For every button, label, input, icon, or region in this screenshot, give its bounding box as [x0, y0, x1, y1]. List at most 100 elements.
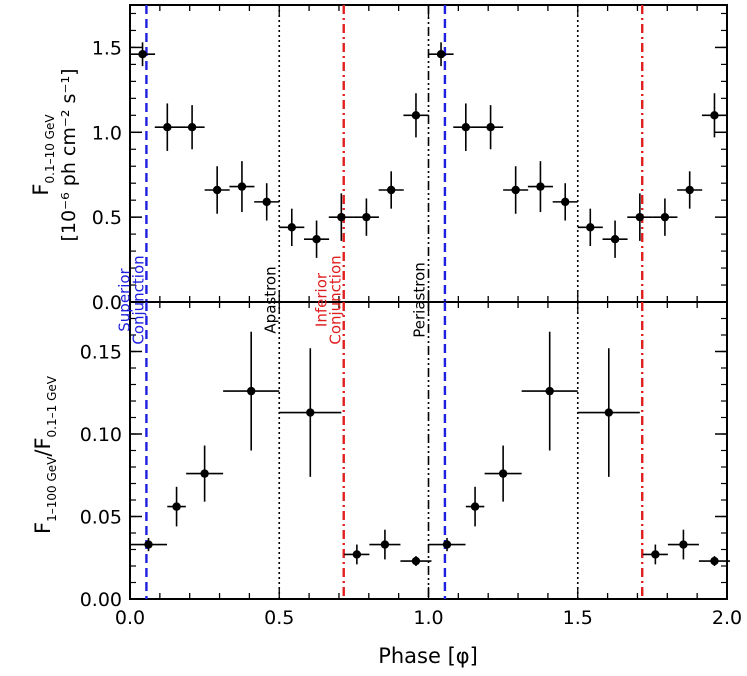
x-tick-label: 1.0 [413, 607, 443, 629]
bottom-ylabel-sub2: 0.1–1 GeV [45, 375, 59, 437]
data-marker [436, 50, 446, 59]
top-data-point-13 [453, 103, 479, 151]
data-marker [604, 408, 613, 417]
data-marker [362, 212, 371, 222]
data-marker [586, 223, 595, 232]
svg-text:F1–100 GeV/F0.1–1 GeV: F1–100 GeV/F0.1–1 GeV [31, 375, 59, 534]
bot-data-point-6 [369, 529, 401, 560]
top-data-point-20 [627, 193, 653, 241]
top-ytick-label: 1.5 [92, 37, 122, 59]
bot-ytick-label: 0.10 [80, 424, 122, 446]
data-marker [352, 550, 362, 559]
data-marker [187, 122, 197, 132]
data-marker [138, 50, 147, 59]
bot-data-point-9 [465, 486, 485, 527]
bot-ytick-label: 0.15 [80, 342, 122, 364]
top-data-point-7 [304, 220, 330, 258]
bot-data-point-13 [642, 544, 668, 565]
bot-ytick-label: 0.00 [80, 589, 122, 611]
data-marker [246, 386, 256, 396]
svg-text:F0.1–10 GeV: F0.1–10 GeV [29, 114, 57, 196]
data-marker [337, 212, 346, 222]
bottom-ylabel-sub1: 1–100 GeV [45, 456, 59, 522]
top-data-point-14 [478, 105, 504, 150]
bottom-panel: 0.00 0.05 0.10 0.15 0.0 0.5 1.0 1.5 2.0 [80, 301, 742, 629]
top-data-point-23 [701, 93, 727, 138]
bottom-y-ticks: 0.00 0.05 0.10 0.15 [80, 317, 727, 611]
top-y-axis-unit-label: [10⁻⁶ ph cm⁻² s⁻¹] [58, 68, 80, 241]
data-marker [262, 197, 271, 207]
top-data-point-1 [154, 103, 180, 151]
data-marker [386, 185, 396, 195]
bot-data-point-3 [223, 331, 280, 451]
data-marker [660, 212, 670, 222]
vline-label-0-line-1: Conjunction [129, 255, 147, 344]
data-marker [536, 182, 545, 191]
bot-data-point-0 [130, 537, 168, 552]
x-tick-label: 2.0 [712, 607, 742, 629]
top-ytick-label: 0.5 [92, 207, 122, 229]
top-ylabel-main: F [29, 183, 53, 195]
vline-label-6-line-0: Periastron [411, 262, 429, 337]
bot-data-point-1 [167, 486, 186, 527]
data-marker [679, 540, 688, 549]
top-data-point-18 [577, 208, 603, 246]
data-marker [411, 111, 421, 120]
bot-data-point-15 [698, 556, 730, 566]
vline-label-4-line-0: Inferior [313, 272, 331, 327]
data-marker [306, 408, 315, 417]
bot-data-point-14 [667, 529, 699, 560]
bottom-data-points [130, 331, 730, 566]
data-marker [172, 502, 181, 511]
data-marker [237, 182, 247, 191]
data-marker [635, 212, 645, 222]
bot-data-point-12 [577, 348, 640, 477]
x-tick-label: 0.5 [264, 607, 294, 629]
data-marker [710, 556, 719, 566]
top-data-point-4 [229, 161, 255, 213]
data-marker [442, 540, 452, 549]
top-data-point-0 [130, 42, 156, 67]
top-data-point-3 [204, 166, 230, 214]
bot-data-point-4 [279, 348, 342, 477]
data-marker [144, 540, 153, 549]
bottom-x-ticks: 0.0 0.5 1.0 1.5 2.0 [115, 302, 742, 629]
bot-data-point-5 [344, 544, 370, 565]
top-ytick-label: 1.0 [92, 122, 122, 144]
top-data-point-6 [279, 208, 305, 246]
bottom-ylabel-slash: /F [31, 437, 55, 456]
top-ylabel-sub: 0.1–10 GeV [43, 114, 57, 184]
data-marker [498, 469, 508, 478]
data-marker [380, 540, 390, 549]
x-tick-label: 0.0 [115, 607, 145, 629]
top-data-point-16 [527, 161, 553, 213]
top-data-point-2 [179, 105, 205, 150]
data-marker [470, 502, 480, 511]
top-y-ticks: 0.0 0.5 1.0 1.5 [92, 12, 727, 314]
bottom-y-axis-label: F1–100 GeV/F0.1–1 GeV [31, 375, 59, 534]
data-marker [411, 556, 421, 566]
data-marker [511, 185, 520, 195]
top-ylabel-units: [10⁻⁶ ph cm⁻² s⁻¹] [58, 68, 80, 241]
x-axis-label: Phase [φ] [378, 644, 478, 668]
top-data-point-5 [254, 183, 280, 221]
data-marker [461, 122, 471, 132]
top-x-ticks [129, 5, 728, 302]
top-data-point-8 [328, 193, 354, 241]
top-ytick-label: 0.0 [92, 292, 122, 314]
data-marker [200, 469, 209, 478]
top-data-point-22 [677, 171, 703, 209]
bot-data-point-10 [484, 445, 522, 502]
bottom-vertical-lines [145, 302, 644, 599]
data-marker [163, 122, 172, 132]
bot-data-point-11 [521, 331, 578, 451]
top-data-point-11 [403, 93, 429, 138]
top-data-point-15 [503, 166, 529, 214]
top-panel: 0.0 0.5 1.0 1.5 [92, 4, 728, 314]
bot-data-point-2 [186, 445, 224, 502]
bot-data-point-7 [400, 556, 432, 566]
x-tick-label: 1.5 [563, 607, 593, 629]
data-marker [685, 185, 694, 195]
